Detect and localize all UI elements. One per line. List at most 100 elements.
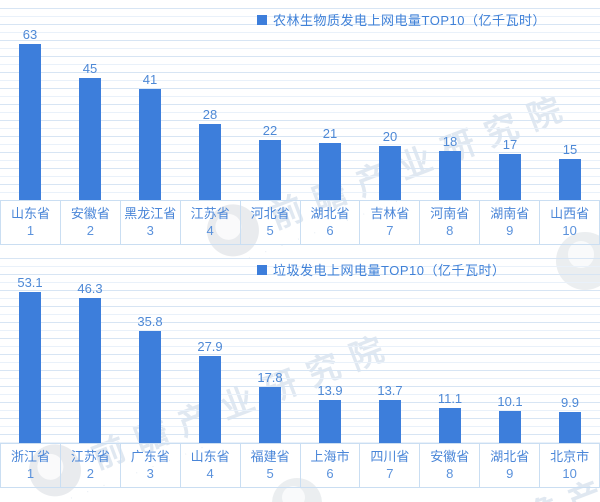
- bars: 63 45 41 28 22 21 20 18 17 15: [0, 28, 600, 200]
- axis-cell: 湖南省 9: [479, 200, 540, 245]
- bar-value-label: 11.1: [437, 391, 463, 407]
- rank-label: 9: [506, 466, 514, 481]
- bar-column: 9.9: [540, 276, 600, 443]
- axis-cell: 四川省 7: [359, 443, 420, 488]
- bar-value-label: 28: [202, 107, 218, 123]
- axis-cell: 北京市 10: [539, 443, 600, 488]
- bar-value-label: 20: [382, 128, 398, 144]
- rank-label: 1: [26, 223, 35, 238]
- rank-label: 8: [446, 466, 454, 481]
- axis-cell: 安徽省 8: [419, 443, 480, 488]
- bar-value-label: 9.9: [560, 395, 580, 411]
- bar-column: 21: [300, 28, 360, 200]
- bar-column: 17: [480, 28, 540, 200]
- bar-value-label: 17.8: [257, 370, 283, 386]
- bar-value-label: 41: [142, 71, 158, 87]
- chart-legend[interactable]: 农林生物质发电上网电量TOP10（亿千瓦时）: [257, 10, 546, 29]
- rank-label: 4: [206, 466, 214, 481]
- category-label: 广东省: [130, 449, 170, 465]
- bar: [199, 124, 221, 200]
- bar: [499, 411, 521, 443]
- bars: 53.1 46.3 35.8 27.9 17.8 13.9 13.7 11.1 10.1 9.9: [0, 276, 600, 443]
- bar-value-label: 27.9: [197, 338, 223, 354]
- bar-value-label: 22: [262, 123, 278, 139]
- category-label: 黑龙江省: [124, 206, 177, 222]
- bar-value-label: 46.3: [77, 281, 103, 297]
- axis-cell: 河南省 8: [419, 200, 480, 245]
- category-label: 江苏省: [190, 206, 230, 222]
- category-label: 吉林省: [370, 206, 410, 222]
- bar-value-label: 63: [22, 27, 38, 42]
- rank-label: 6: [326, 223, 334, 238]
- bar-value-label: 13.7: [377, 383, 403, 399]
- bar-column: 13.7: [360, 276, 420, 443]
- bar-column: 45: [60, 28, 120, 200]
- legend-marker-icon: [257, 264, 267, 275]
- rank-label: 5: [266, 223, 274, 238]
- bar-column: 63: [0, 28, 60, 200]
- bar-value-label: 18: [442, 134, 458, 150]
- category-label: 北京市: [550, 449, 590, 465]
- bar: [199, 355, 221, 443]
- axis-cell: 河北省 5: [239, 200, 300, 245]
- bar: [259, 387, 281, 443]
- bar: [379, 145, 401, 200]
- chart-title: 垃圾发电上网电量TOP10（亿千瓦时）: [273, 263, 506, 278]
- bar-value-label: 53.1: [17, 275, 43, 290]
- axis-cell: 山东省 4: [179, 443, 240, 488]
- axis-cell: 安徽省 2: [59, 200, 120, 245]
- bar: [19, 44, 41, 200]
- bar-column: 27.9: [180, 276, 240, 443]
- rank-label: 10: [562, 223, 577, 238]
- bar-column: 13.9: [300, 276, 360, 443]
- axis-cell: 福建省 5: [239, 443, 300, 488]
- rank-label: 2: [86, 223, 94, 238]
- bar-column: 41: [120, 28, 180, 200]
- rank-label: 7: [386, 466, 394, 481]
- bar: [319, 143, 341, 200]
- category-label: 江苏省: [70, 449, 110, 465]
- rank-label: 8: [446, 223, 454, 238]
- chart-legend[interactable]: 垃圾发电上网电量TOP10（亿千瓦时）: [257, 260, 505, 279]
- axis-cell: 江苏省 4: [179, 200, 240, 245]
- bar: [79, 298, 101, 443]
- bar-column: 28: [180, 28, 240, 200]
- axis-cell: 上海市 6: [299, 443, 360, 488]
- bar-column: 10.1: [480, 276, 540, 443]
- rank-label: 7: [386, 223, 394, 238]
- bar-value-label: 15: [562, 142, 578, 158]
- axis-cell: 广东省 3: [119, 443, 180, 488]
- rank-label: 9: [506, 223, 514, 238]
- bar: [319, 399, 341, 443]
- category-label: 安徽省: [70, 206, 110, 222]
- category-label: 浙江省: [10, 449, 50, 465]
- bar-value-label: 13.9: [317, 382, 343, 398]
- bar: [559, 159, 581, 200]
- rank-label: 3: [146, 466, 154, 481]
- category-label: 安徽省: [430, 449, 470, 465]
- bar: [79, 78, 101, 200]
- category-label: 山东省: [10, 206, 50, 222]
- bar-column: 53.1: [0, 276, 60, 443]
- bar-value-label: 35.8: [137, 314, 163, 330]
- category-label: 福建省: [250, 449, 290, 465]
- axis-cell: 黑龙江省 3: [119, 200, 180, 245]
- rank-label: 4: [206, 223, 214, 238]
- axis-cell: 吉林省 7: [359, 200, 420, 245]
- category-label: 湖北省: [490, 449, 530, 465]
- axis-cell: 山西省 10: [539, 200, 600, 245]
- bar-value-label: 21: [322, 126, 338, 142]
- rank-label: 2: [86, 466, 94, 481]
- category-label: 山西省: [550, 206, 590, 222]
- bar-column: 35.8: [120, 276, 180, 443]
- axis-cell: 山东省 1: [0, 200, 60, 245]
- bar-value-label: 10.1: [497, 394, 523, 410]
- chart-title: 农林生物质发电上网电量TOP10（亿千瓦时）: [273, 13, 546, 28]
- category-label: 上海市: [310, 449, 350, 465]
- category-label: 湖南省: [490, 206, 530, 222]
- bar: [139, 88, 161, 200]
- rank-label: 10: [562, 466, 577, 481]
- axis-cell: 湖北省 6: [299, 200, 360, 245]
- bar: [19, 292, 41, 443]
- bar-column: 18: [420, 28, 480, 200]
